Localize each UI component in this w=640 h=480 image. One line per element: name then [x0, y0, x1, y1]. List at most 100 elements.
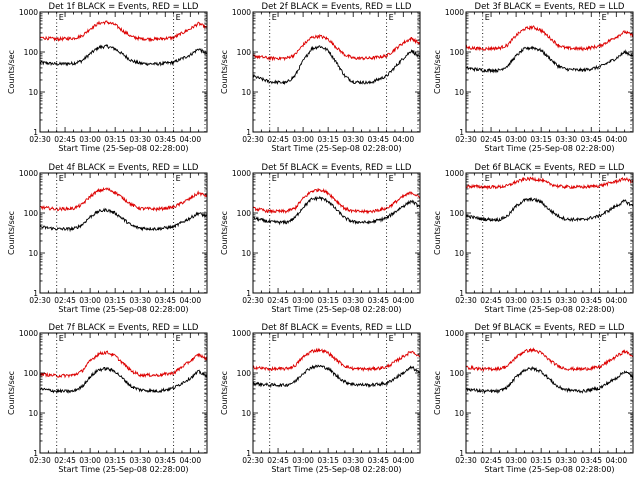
y-tick-label: 1: [33, 289, 38, 298]
x-tick-label: 03:30: [342, 456, 364, 465]
y-tick-label: 1000: [232, 169, 251, 178]
marker-label: E: [602, 334, 607, 343]
panel-title: Det 9f BLACK = Events, RED = LLD: [475, 323, 625, 333]
x-tick-label: 04:00: [179, 296, 201, 305]
marker-label: E: [176, 13, 181, 22]
y-tick-label: 100: [237, 48, 252, 57]
x-tick-label: 03:45: [367, 135, 389, 144]
x-axis-label: Start Time (25-Sep-08 02:28:00): [271, 305, 401, 314]
x-tick-label: 02:45: [480, 135, 502, 144]
y-tick-label: 10: [454, 249, 464, 258]
x-tick-label: 04:00: [392, 296, 414, 305]
panel-title: Det 7f BLACK = Events, RED = LLD: [49, 323, 199, 333]
marker-label: E: [485, 174, 490, 183]
marker-label: E: [272, 174, 277, 183]
y-axis-label: Counts/sec: [220, 371, 229, 415]
y-tick-label: 1000: [19, 8, 38, 17]
y-tick-label: 100: [450, 209, 465, 218]
plot-frame: [252, 332, 421, 454]
marker-label: E: [602, 174, 607, 183]
events-series-line: [466, 196, 633, 223]
y-tick-label: 100: [24, 369, 39, 378]
y-tick-label: 100: [24, 48, 39, 57]
marker-label: E: [272, 334, 277, 343]
x-tick-label: 04:00: [179, 456, 201, 465]
y-tick-label: 10: [241, 409, 251, 418]
lld-series-line: [40, 350, 207, 379]
y-tick-label: 1000: [19, 329, 38, 338]
events-series-line: [253, 364, 420, 389]
x-tick-label: 03:00: [292, 456, 314, 465]
x-tick-label: 03:30: [555, 296, 577, 305]
x-tick-label: 03:45: [154, 296, 176, 305]
y-tick-label: 1000: [232, 329, 251, 338]
x-tick-label: 03:45: [154, 456, 176, 465]
marker-label: E: [389, 13, 394, 22]
lld-series-line: [40, 186, 207, 213]
y-axis-label: Counts/sec: [220, 211, 229, 255]
x-tick-label: 04:00: [392, 135, 414, 144]
events-series-line: [40, 207, 207, 233]
x-tick-label: 02:30: [242, 135, 264, 144]
x-tick-label: 02:45: [480, 456, 502, 465]
panel-title: Det 6f BLACK = Events, RED = LLD: [475, 163, 625, 173]
lld-series-line: [466, 25, 633, 52]
x-tick-label: 02:45: [54, 296, 76, 305]
y-tick-label: 1: [246, 449, 251, 458]
x-tick-label: 02:30: [455, 296, 477, 305]
y-axis-label: Counts/sec: [220, 50, 229, 94]
x-tick-label: 03:00: [79, 456, 101, 465]
y-tick-label: 10: [454, 88, 464, 97]
x-tick-label: 02:45: [267, 296, 289, 305]
y-tick-label: 100: [450, 369, 465, 378]
lld-series-line: [253, 33, 420, 62]
x-axis-label: Start Time (25-Sep-08 02:28:00): [58, 465, 188, 474]
lld-series-line: [466, 176, 633, 191]
y-axis-label: Counts/sec: [7, 50, 16, 94]
x-tick-label: 03:45: [580, 135, 602, 144]
x-axis-label: Start Time (25-Sep-08 02:28:00): [484, 305, 614, 314]
y-tick-label: 1000: [445, 8, 464, 17]
y-tick-label: 1: [459, 449, 464, 458]
events-series-line: [253, 45, 420, 86]
x-tick-label: 04:00: [392, 456, 414, 465]
marker-label: E: [59, 13, 64, 22]
x-tick-label: 03:15: [104, 296, 126, 305]
x-tick-label: 02:45: [267, 456, 289, 465]
x-tick-label: 02:45: [54, 456, 76, 465]
y-tick-label: 10: [241, 88, 251, 97]
x-tick-label: 03:30: [342, 135, 364, 144]
x-axis-label: Start Time (25-Sep-08 02:28:00): [271, 144, 401, 153]
plot-frame: [465, 332, 634, 454]
x-axis-label: Start Time (25-Sep-08 02:28:00): [58, 305, 188, 314]
y-tick-label: 1: [246, 128, 251, 137]
x-tick-label: 03:15: [317, 135, 339, 144]
x-axis-label: Start Time (25-Sep-08 02:28:00): [271, 465, 401, 474]
x-tick-label: 03:15: [530, 135, 552, 144]
x-tick-label: 04:00: [605, 135, 627, 144]
plot-frame: [465, 11, 634, 133]
y-tick-label: 1: [33, 449, 38, 458]
y-tick-label: 1000: [19, 169, 38, 178]
y-tick-label: 10: [241, 249, 251, 258]
events-series-line: [253, 195, 420, 226]
y-tick-label: 10: [454, 409, 464, 418]
y-axis-label: Counts/sec: [7, 211, 16, 255]
marker-label: E: [389, 334, 394, 343]
marker-label: E: [176, 334, 181, 343]
marker-label: E: [272, 13, 277, 22]
y-tick-label: 10: [28, 409, 38, 418]
y-axis-label: Counts/sec: [433, 371, 442, 415]
y-axis-label: Counts/sec: [433, 50, 442, 94]
x-tick-label: 02:45: [480, 296, 502, 305]
x-tick-label: 03:30: [129, 135, 151, 144]
x-tick-label: 03:30: [129, 456, 151, 465]
x-tick-label: 03:15: [317, 456, 339, 465]
